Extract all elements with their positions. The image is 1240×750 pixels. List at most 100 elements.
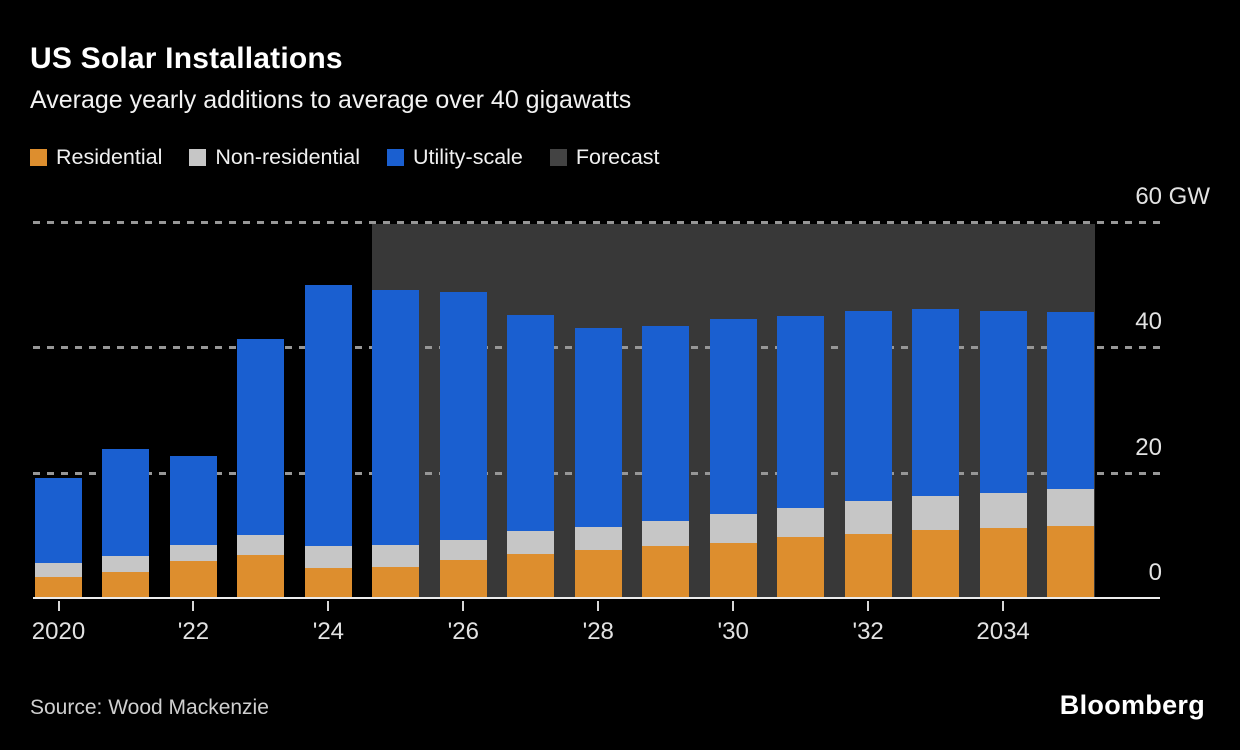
segment-utility-scale	[979, 310, 1027, 493]
bar-2035	[1047, 311, 1095, 598]
segment-non-residential	[574, 527, 622, 551]
chart-subtitle: Average yearly additions to average over…	[30, 86, 632, 114]
forecast-swatch-icon	[549, 149, 567, 166]
x-axis-tick-2028	[597, 601, 600, 611]
x-axis-label-2024: '24	[312, 618, 345, 645]
segment-residential	[372, 566, 420, 598]
x-axis-label-2034: 2034	[976, 618, 1030, 645]
x-axis-label-2028: '28	[582, 618, 614, 645]
bar-2024	[304, 284, 352, 598]
segment-residential	[574, 550, 622, 598]
segment-utility-scale	[574, 328, 622, 528]
x-axis-label-2022: '22	[177, 618, 210, 645]
x-axis-tick-2020	[57, 601, 60, 611]
x-axis-label-2020: 2020	[31, 618, 86, 645]
x-axis-label-2026: '26	[447, 618, 479, 645]
bar-2022	[169, 455, 217, 598]
bar-2029	[642, 326, 690, 598]
segment-residential	[979, 527, 1027, 598]
y-axis-label-20: 20	[1135, 433, 1162, 461]
x-axis-label-2032: '32	[852, 618, 884, 645]
segment-utility-scale	[507, 314, 555, 532]
segment-residential	[237, 555, 285, 598]
bar-2027	[507, 314, 555, 598]
segment-utility-scale	[642, 326, 690, 522]
bar-2030	[709, 318, 757, 598]
x-axis-tick-2034	[1002, 601, 1005, 611]
segment-residential	[709, 543, 757, 598]
x-axis-tick-2026	[462, 601, 465, 611]
segment-utility-scale	[304, 284, 352, 546]
segment-residential	[777, 537, 825, 598]
bar-2020	[35, 477, 82, 598]
segment-residential	[102, 572, 150, 598]
bar-2026	[439, 291, 487, 598]
legend: Residential Non-residential Utility-scal…	[30, 145, 660, 170]
x-axis-tick-2024	[327, 601, 330, 611]
segment-utility-scale	[1047, 311, 1095, 489]
gridline-60	[33, 220, 1162, 224]
segment-residential	[35, 577, 82, 598]
segment-non-residential	[237, 535, 285, 556]
y-axis-label-0: 0	[1148, 559, 1162, 586]
segment-utility-scale	[372, 289, 420, 546]
segment-non-residential	[102, 555, 150, 573]
segment-non-residential	[777, 508, 825, 538]
y-axis-label-60: 60 GW	[1135, 182, 1210, 210]
segment-non-residential	[1047, 488, 1095, 527]
segment-non-residential	[979, 492, 1027, 528]
segment-utility-scale	[169, 455, 217, 546]
segment-residential	[439, 560, 487, 598]
x-axis-tick-2032	[867, 601, 870, 611]
legend-item-residential: Residential	[30, 145, 162, 170]
legend-label-residential: Residential	[56, 145, 163, 169]
legend-label-forecast: Forecast	[575, 145, 660, 169]
segment-residential	[1047, 526, 1095, 598]
segment-non-residential	[912, 495, 960, 531]
segment-non-residential	[35, 562, 82, 578]
bar-2032	[844, 310, 892, 598]
segment-non-residential	[507, 531, 555, 555]
segment-utility-scale	[777, 315, 825, 509]
legend-label-utility-scale: Utility-scale	[412, 145, 523, 169]
bar-2031	[777, 315, 825, 598]
bar-2034	[979, 310, 1027, 598]
bar-2021	[102, 449, 150, 598]
segment-non-residential	[169, 545, 217, 561]
x-axis-tick-2022	[192, 601, 195, 611]
segment-non-residential	[642, 521, 690, 546]
segment-utility-scale	[439, 291, 487, 541]
bar-2033	[912, 309, 960, 598]
segment-residential	[642, 545, 690, 598]
legend-item-utility-scale: Utility-scale	[386, 145, 523, 170]
segment-utility-scale	[102, 449, 150, 556]
segment-non-residential	[304, 545, 352, 568]
legend-item-non-residential: Non-residential	[189, 145, 360, 170]
bloomberg-logo: Bloomberg	[1059, 690, 1205, 720]
bar-2025	[372, 289, 420, 598]
segment-residential	[507, 554, 555, 598]
x-axis-label-2030: '30	[717, 618, 749, 645]
x-axis-line	[33, 597, 1160, 599]
x-axis-tick-2030	[732, 601, 735, 611]
segment-residential	[844, 533, 892, 598]
segment-residential	[912, 530, 960, 598]
segment-non-residential	[372, 545, 420, 567]
segment-non-residential	[844, 501, 892, 534]
segment-utility-scale	[912, 309, 960, 496]
y-axis-label-40: 40	[1135, 308, 1162, 335]
segment-non-residential	[439, 540, 487, 561]
bar-2023	[237, 339, 285, 598]
segment-utility-scale	[709, 318, 757, 514]
segment-residential	[304, 567, 352, 598]
chart-title: US Solar Installations	[30, 42, 343, 75]
utility-scale-swatch-icon	[386, 149, 404, 166]
segment-utility-scale	[35, 477, 82, 563]
residential-swatch-icon	[30, 149, 47, 166]
segment-utility-scale	[237, 339, 285, 536]
segment-residential	[169, 560, 217, 598]
legend-item-forecast: Forecast	[549, 145, 660, 170]
legend-label-non-residential: Non-residential	[215, 145, 360, 169]
